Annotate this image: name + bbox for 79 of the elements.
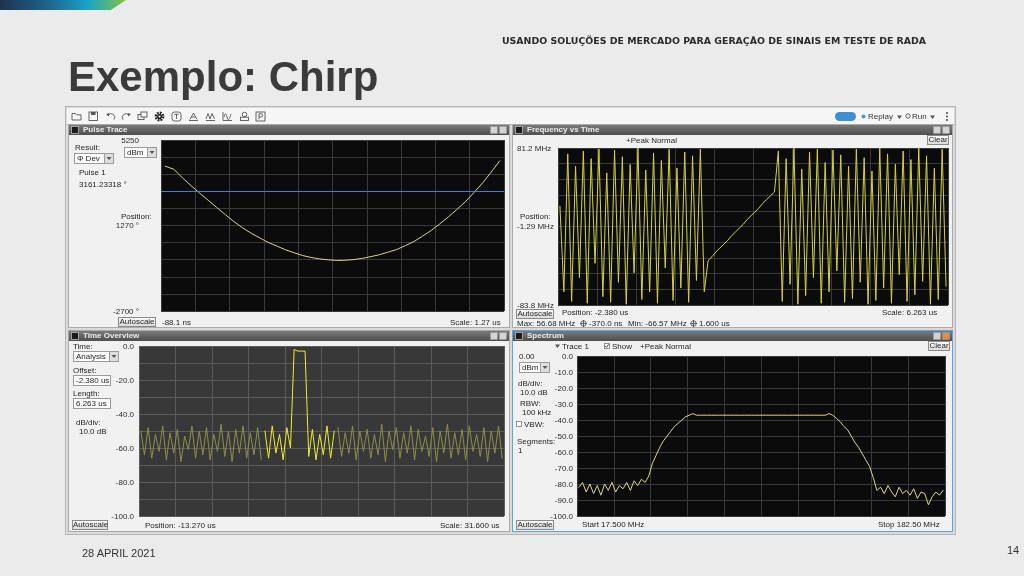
button: Autoscale [118, 317, 156, 327]
text: Replay [868, 112, 893, 121]
button: Clear [928, 341, 950, 351]
y-tick-label: 81.2 MHz [517, 143, 552, 153]
dropdown: dBm [519, 362, 550, 373]
text: Exemplo: Chirp [68, 53, 379, 100]
y-tick-label: -30.0 [554, 399, 574, 409]
text: Position: [121, 212, 152, 221]
y-tick-label: -40.0 [115, 409, 135, 419]
text-field: 6.263 us [73, 398, 111, 409]
text: 3161.23318 ° [79, 180, 127, 189]
y-tick-label: 0.0 [561, 351, 574, 361]
text: dB/div: [518, 379, 543, 388]
text: -88.1 ns [162, 318, 191, 327]
y-tick-label: 5250 [121, 135, 140, 145]
button: Autoscale [516, 309, 554, 319]
text: dB/div: [76, 418, 101, 427]
text: 10.0 dB [79, 427, 107, 436]
text: VBW: [524, 420, 545, 429]
dropdown: Analysis [73, 351, 119, 362]
y-tick-label: -50.0 [554, 431, 574, 441]
text: Max: 56.68 MHz [517, 319, 576, 328]
text: USANDO SOLUÇÕES DE MERCADO PARA GERAÇÃO DE SINAIS EM TESTE DE RADA [502, 35, 927, 46]
text: -370.0 ns [589, 319, 623, 328]
text: Trace 1 [562, 342, 589, 351]
text: Time: [73, 342, 93, 351]
y-tick-label: 0.0 [122, 341, 135, 351]
y-tick-label: 1270 ° [115, 221, 139, 231]
text: Position: -13.270 us [145, 521, 216, 530]
text: Stop 182.50 MHz [878, 520, 940, 529]
text: Pulse 1 [79, 168, 106, 177]
text: Segments: [517, 437, 556, 446]
text: Scale: 1.27 us [450, 318, 501, 327]
y-tick-label: -60.0 [115, 443, 135, 453]
text: Show [612, 342, 633, 351]
text: RBW: [520, 399, 541, 408]
dropdown: dBm [124, 147, 157, 158]
chart-title: Spectrum [527, 331, 564, 341]
text: Scale: 6.263 us [882, 308, 938, 317]
text: 1.600 us [699, 319, 730, 328]
text: Min: -66.57 MHz [628, 319, 687, 328]
y-tick-label: -10.0 [554, 367, 574, 377]
text: +Peak Normal [626, 136, 677, 145]
y-tick-label: -60.0 [554, 447, 574, 457]
chart-title: Pulse Trace [83, 125, 128, 135]
y-tick-label: -1.29 MHz [517, 221, 554, 231]
button: Autoscale [516, 520, 554, 530]
y-tick-label: -20.0 [115, 375, 135, 385]
y-tick-label: -90.0 [554, 495, 574, 505]
y-tick-label: -100.0 [550, 511, 574, 521]
button: Autoscale [72, 520, 108, 530]
text-field: -2.380 us [73, 375, 111, 386]
text: 0.00 [519, 352, 535, 361]
text: 1 [518, 446, 523, 455]
text: 100 kHz [522, 408, 552, 417]
text: Result: [75, 143, 100, 152]
text: Scale: 31.600 us [440, 521, 500, 530]
y-tick-label: -2700 ° [113, 306, 139, 316]
text: Offset: [73, 366, 97, 375]
y-tick-label: -70.0 [554, 463, 574, 473]
text: Length: [73, 389, 100, 398]
text: 10.0 dB [520, 388, 548, 397]
text: Position: [520, 212, 551, 221]
y-tick-label: -80.0 [115, 477, 135, 487]
y-tick-label: -40.0 [554, 415, 574, 425]
y-tick-label: -100.0 [111, 511, 135, 521]
text: 14 [1007, 544, 1020, 556]
button: Clear [927, 135, 949, 145]
text: 28 APRIL 2021 [82, 547, 156, 559]
text: Start 17.500 MHz [582, 520, 645, 529]
y-tick-label: -83.8 MHz [517, 300, 554, 310]
chart-title: Frequency vs Time [527, 125, 600, 135]
text: Position: -2.380 us [562, 308, 629, 317]
text: +Peak Normal [640, 342, 691, 351]
chart-title: Time Overview [83, 331, 140, 341]
text: Run [912, 112, 927, 121]
y-tick-label: -20.0 [554, 383, 574, 393]
dropdown: Φ Dev [74, 153, 114, 164]
y-tick-label: -80.0 [554, 479, 574, 489]
